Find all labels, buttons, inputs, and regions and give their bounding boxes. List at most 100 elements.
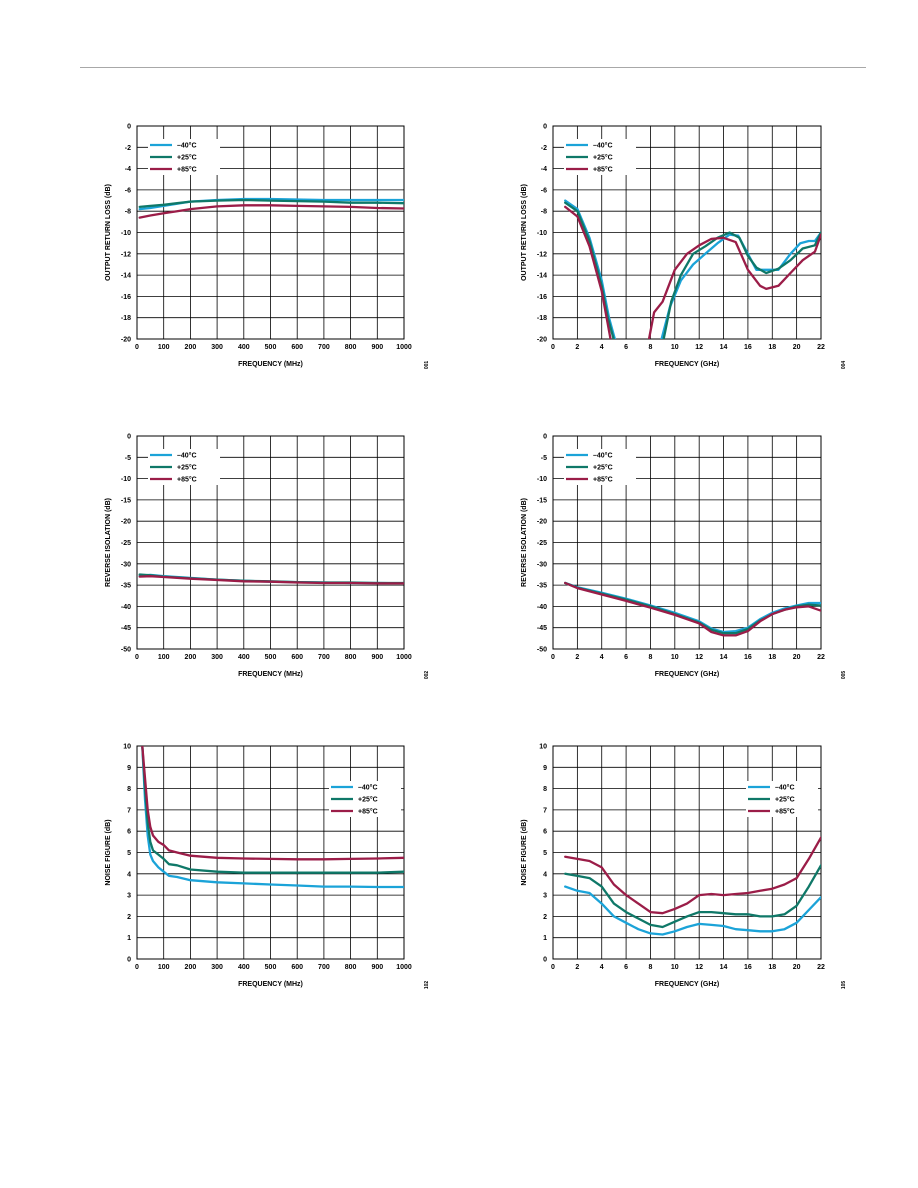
legend-label: +85°C [775, 808, 795, 816]
y-tick-label: -20 [121, 519, 131, 526]
x-tick-label: 900 [371, 964, 383, 971]
x-tick-label: 700 [318, 654, 330, 661]
figure-code: 005 [841, 671, 847, 680]
legend-label: –40°C [775, 784, 795, 792]
y-tick-label: -30 [537, 561, 547, 568]
y-tick-label: -16 [121, 294, 131, 301]
y-tick-label: -30 [121, 561, 131, 568]
x-tick-label: 4 [600, 344, 604, 351]
plot-frame [136, 435, 405, 650]
series-line-1 [141, 746, 404, 874]
x-tick-label: 16 [744, 344, 752, 351]
y-tick-label: -5 [541, 455, 547, 462]
x-tick-label: 900 [371, 654, 383, 661]
x-tick-label: 200 [185, 654, 197, 661]
y-tick-label: 5 [543, 850, 547, 857]
x-tick-label: 20 [793, 654, 801, 661]
x-tick-label: 10 [671, 344, 679, 351]
y-tick-label: -8 [125, 209, 131, 216]
y-axis-label: NOISE FIGURE (dB) [521, 819, 528, 885]
series-line-2 [564, 581, 821, 637]
x-axis-label: FREQUENCY (MHz) [238, 671, 303, 678]
x-tick-label: 22 [817, 964, 825, 971]
y-tick-label: -45 [537, 625, 547, 632]
figure-code: 102 [424, 981, 430, 990]
x-tick-label: 600 [291, 654, 303, 661]
y-tick-label: 0 [543, 124, 547, 131]
y-tick-label: -10 [121, 230, 131, 237]
y-tick-label: -40 [537, 604, 547, 611]
x-tick-label: 800 [345, 654, 357, 661]
x-tick-label: 400 [238, 964, 250, 971]
y-tick-label: -14 [537, 273, 547, 280]
x-tick-label: 500 [265, 344, 277, 351]
legend-box [148, 449, 220, 485]
y-tick-label: 8 [127, 786, 131, 793]
x-tick-label: 18 [768, 654, 776, 661]
legend-label: –40°C [177, 452, 197, 460]
y-tick-label: -4 [125, 166, 131, 173]
y-tick-label: 2 [127, 914, 131, 921]
x-tick-label: 400 [238, 344, 250, 351]
x-tick-label: 4 [600, 964, 604, 971]
legend-label: +25°C [775, 796, 795, 804]
x-tick-label: 6 [624, 964, 628, 971]
x-tick-label: 6 [624, 344, 628, 351]
y-axis-label: OUTPUT RETURN LOSS (dB) [521, 184, 528, 281]
header-rule [80, 67, 866, 68]
plot-frame [552, 125, 822, 340]
y-tick-label: -15 [537, 497, 547, 504]
x-tick-label: 20 [793, 344, 801, 351]
y-tick-label: 10 [539, 744, 547, 751]
legend-label: –40°C [593, 452, 613, 460]
figure-code: 002 [424, 671, 430, 680]
plot-frame [552, 745, 822, 960]
y-tick-label: 6 [127, 829, 131, 836]
x-tick-label: 600 [291, 344, 303, 351]
y-tick-label: -12 [537, 251, 547, 258]
y-tick-label: -20 [537, 337, 547, 344]
legend-label: +25°C [177, 154, 197, 162]
y-tick-label: -6 [541, 187, 547, 194]
series-line-2 [564, 836, 821, 915]
x-tick-label: 900 [371, 344, 383, 351]
x-tick-label: 300 [211, 964, 223, 971]
x-tick-label: 16 [744, 964, 752, 971]
y-tick-label: -10 [537, 230, 547, 237]
x-tick-label: 600 [291, 964, 303, 971]
y-tick-label: -16 [537, 294, 547, 301]
series-line-1 [564, 201, 821, 339]
y-tick-label: 8 [543, 786, 547, 793]
legend-label: +85°C [177, 476, 197, 484]
y-tick-label: -4 [541, 166, 547, 173]
x-tick-label: 16 [744, 654, 752, 661]
y-tick-label: -8 [541, 209, 547, 216]
series-line-1 [138, 573, 404, 585]
y-tick-label: -35 [537, 583, 547, 590]
legend-label: –40°C [177, 142, 197, 150]
y-tick-label: -14 [121, 273, 131, 280]
x-tick-label: 200 [185, 344, 197, 351]
series-line-0 [138, 197, 404, 211]
series-line-2 [141, 746, 404, 861]
y-tick-label: 0 [543, 434, 547, 441]
x-tick-label: 700 [318, 344, 330, 351]
x-tick-label: 18 [768, 964, 776, 971]
legend-label: –40°C [358, 784, 378, 792]
x-tick-label: 700 [318, 964, 330, 971]
x-tick-label: 10 [671, 654, 679, 661]
y-tick-label: -25 [121, 540, 131, 547]
x-tick-label: 0 [551, 654, 555, 661]
x-tick-label: 400 [238, 654, 250, 661]
legend-label: +85°C [177, 166, 197, 174]
x-tick-label: 14 [720, 964, 728, 971]
x-tick-label: 12 [695, 654, 703, 661]
x-tick-label: 8 [649, 654, 653, 661]
x-tick-label: 8 [649, 964, 653, 971]
y-tick-label: 3 [127, 893, 131, 900]
y-tick-label: 0 [127, 957, 131, 964]
